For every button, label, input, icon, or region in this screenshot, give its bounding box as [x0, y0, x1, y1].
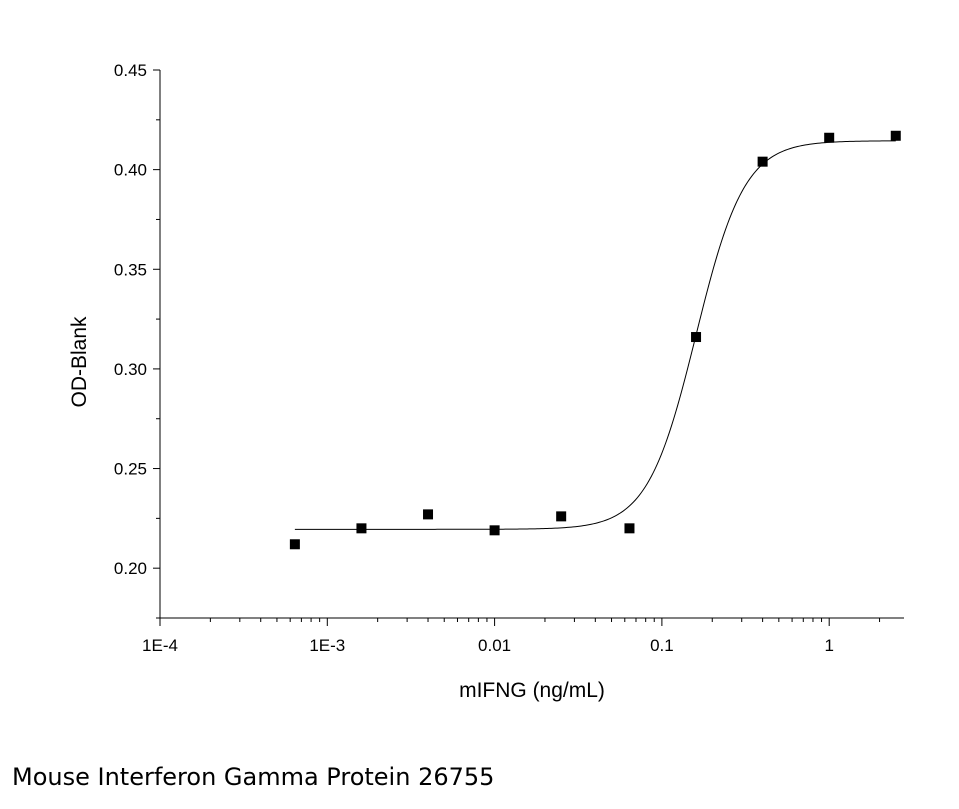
data-points	[289, 130, 901, 550]
x-tick-label: 0.01	[478, 636, 511, 655]
y-tick-label: 0.25	[114, 460, 147, 479]
figure-caption: Mouse Interferon Gamma Protein 26755	[12, 763, 495, 791]
y-tick-label: 0.20	[114, 559, 147, 578]
x-tick-label: 1E-4	[142, 636, 178, 655]
data-point	[824, 132, 835, 143]
y-tick-label: 0.30	[114, 360, 147, 379]
data-point	[556, 511, 567, 522]
data-point	[489, 525, 500, 536]
y-tick-label: 0.45	[114, 61, 147, 80]
x-tick-label: 0.1	[650, 636, 674, 655]
data-point	[691, 332, 702, 343]
y-axis-title: OD-Blank	[68, 316, 91, 408]
data-point	[757, 156, 768, 167]
data-point	[423, 509, 434, 520]
x-tick-label: 1E-3	[309, 636, 345, 655]
x-axis-title: mIFNG (ng/mL)	[459, 679, 605, 702]
y-tick-label: 0.35	[114, 260, 147, 279]
x-axis: 1E-4 1E-3 0.01 0.1 1	[142, 617, 904, 655]
fit-curve	[294, 140, 896, 530]
data-point	[890, 130, 901, 141]
data-point	[356, 523, 367, 534]
y-tick-label: 0.40	[114, 161, 147, 180]
y-axis: 0.20 0.25 0.30 0.35 0.40 0.45	[114, 61, 161, 619]
data-point	[289, 539, 300, 550]
x-tick-label: 1	[824, 636, 833, 655]
data-point	[624, 523, 635, 534]
